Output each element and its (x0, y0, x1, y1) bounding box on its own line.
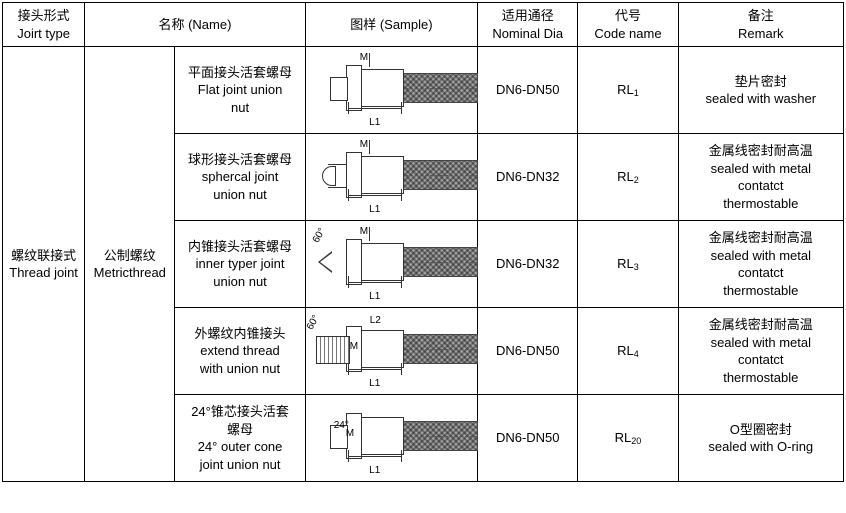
dim-l1: L1 (348, 377, 402, 391)
joint-type-cell: 螺纹联接式 Thread joint (3, 47, 85, 482)
hose-icon (400, 73, 478, 103)
angle-label: 60° (310, 226, 329, 246)
flat-face (330, 77, 348, 101)
code-cell: RL3 (578, 221, 678, 308)
hose-icon (400, 247, 478, 277)
hdr-remark: 备注 Remark (678, 3, 843, 47)
diagram-extend: 60° L2 M L1 (310, 312, 478, 390)
angle-label: 60° (304, 313, 323, 333)
dia-cell: DN6-DN50 (478, 308, 578, 395)
diagram-inner-cone: 60° M L1 (310, 225, 478, 303)
header-row: 接头形式 Joirt type 名称 (Name) 图样 (Sample) 适用… (3, 3, 844, 47)
name-cell: 球形接头活套螺母 sphercal joint union nut (175, 134, 305, 221)
table-row: 螺纹联接式 Thread joint 公制螺纹 Metricthread 平面接… (3, 47, 844, 134)
diagram-24cone: 24° M L1 (310, 399, 478, 477)
code-cell: RL20 (578, 395, 678, 482)
code-cell: RL2 (578, 134, 678, 221)
joint-spec-table: 接头形式 Joirt type 名称 (Name) 图样 (Sample) 适用… (2, 2, 844, 482)
name-cell: 24°锥芯接头活套 螺母 24° outer cone joint union … (175, 395, 305, 482)
sample-cell: 24° M L1 (305, 395, 477, 482)
table-body: 螺纹联接式 Thread joint 公制螺纹 Metricthread 平面接… (3, 47, 844, 482)
dim-m: M (360, 225, 368, 239)
dim-m: M (360, 138, 368, 152)
sample-cell: 60° M L1 (305, 221, 477, 308)
dim-m: M (346, 427, 354, 441)
dim-l1: L1 (348, 464, 402, 478)
hdr-code: 代号 Code name (578, 3, 678, 47)
hdr-sample: 图样 (Sample) (305, 3, 477, 47)
code-cell: RL1 (578, 47, 678, 134)
hdr-name: 名称 (Name) (85, 3, 306, 47)
sample-cell: M L1 (305, 134, 477, 221)
hdr-dia: 适用通径 Nominal Dia (478, 3, 578, 47)
thread-type-cell: 公制螺纹 Metricthread (85, 47, 175, 482)
name-cell: 内锥接头活套螺母 inner typer joint union nut (175, 221, 305, 308)
sample-cell: 60° L2 M L1 (305, 308, 477, 395)
dim-l1: L1 (348, 290, 402, 304)
hose-icon (400, 160, 478, 190)
dim-l1: L1 (348, 116, 402, 130)
diagram-flat: M L1 (310, 51, 478, 129)
hdr-joint-type-cn: 接头形式 (18, 8, 70, 23)
diagram-spherical: M L1 (310, 138, 478, 216)
remark-cell: O型圈密封 sealed with O-ring (678, 395, 843, 482)
remark-cell: 金属线密封耐高温 sealed with metal contatct ther… (678, 221, 843, 308)
dia-cell: DN6-DN50 (478, 47, 578, 134)
name-cell: 平面接头活套螺母 Flat joint union nut (175, 47, 305, 134)
dim-m: M (350, 340, 358, 354)
remark-cell: 垫片密封 sealed with washer (678, 47, 843, 134)
dia-cell: DN6-DN32 (478, 221, 578, 308)
dim-l2: L2 (370, 314, 381, 328)
cone-tip (318, 251, 332, 273)
hose-icon (400, 334, 478, 364)
hdr-joint-type: 接头形式 Joirt type (3, 3, 85, 47)
sphere (322, 166, 336, 186)
name-cell: 外螺纹内锥接头 extend thread with union nut (175, 308, 305, 395)
hdr-joint-type-en: Joirt type (17, 26, 70, 41)
ext-thread (316, 336, 350, 364)
remark-cell: 金属线密封耐高温 sealed with metal contatct ther… (678, 308, 843, 395)
hose-icon (400, 421, 478, 451)
dia-cell: DN6-DN50 (478, 395, 578, 482)
code-cell: RL4 (578, 308, 678, 395)
remark-cell: 金属线密封耐高温 sealed with metal contatct ther… (678, 134, 843, 221)
dim-l1: L1 (348, 203, 402, 217)
dia-cell: DN6-DN32 (478, 134, 578, 221)
sample-cell: M L1 (305, 47, 477, 134)
dim-m: M (360, 51, 368, 65)
